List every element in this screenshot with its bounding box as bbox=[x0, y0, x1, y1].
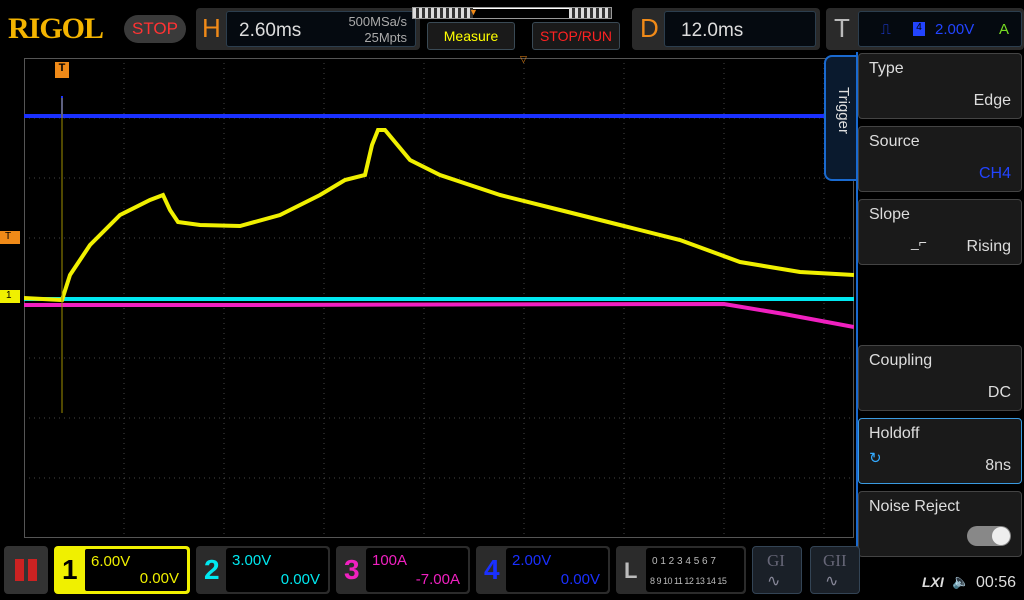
generator2-button[interactable]: GII ∿ bbox=[810, 546, 860, 594]
clock-time: 00:56 bbox=[976, 574, 1017, 591]
ch3-panel[interactable]: 3 100A -7.00A bbox=[336, 546, 470, 594]
delay-value: 12.0ms bbox=[681, 20, 744, 41]
menu-holdoff[interactable]: Holdoff ↻ 8ns bbox=[858, 418, 1022, 484]
sine-icon: ∿ bbox=[767, 573, 781, 590]
horizontal-panel[interactable]: H 2.60ms 500MSa/s 25Mpts bbox=[196, 8, 420, 50]
ch3-trace bbox=[24, 301, 854, 329]
ch1-trace bbox=[24, 128, 854, 303]
memory-position-bar[interactable]: ▼ bbox=[412, 7, 612, 19]
speaker-muted-icon[interactable]: 🔈 bbox=[952, 573, 970, 589]
h-label: H bbox=[202, 13, 221, 43]
menu-source[interactable]: Source CH4 bbox=[858, 126, 1022, 192]
measure-button[interactable]: Measure bbox=[427, 22, 515, 50]
trigger-mode: A bbox=[999, 21, 1010, 38]
grid-icon bbox=[15, 559, 37, 581]
trigger-position-marker: ▽ bbox=[520, 54, 527, 64]
rigol-logo: RIGOL bbox=[8, 12, 104, 45]
rising-slope-icon: _⌐ bbox=[911, 234, 927, 250]
run-state-badge[interactable]: STOP bbox=[124, 15, 186, 43]
menu-coupling[interactable]: Coupling DC bbox=[858, 345, 1022, 411]
adjust-knob-icon: ↻ bbox=[869, 450, 882, 467]
sine-icon: ∿ bbox=[825, 573, 839, 590]
generator1-button[interactable]: GI ∿ bbox=[752, 546, 802, 594]
ch1-ground-marker[interactable]: 1 bbox=[0, 290, 20, 303]
trigger-time-marker[interactable]: T bbox=[55, 62, 69, 78]
noise-reject-toggle[interactable] bbox=[967, 526, 1011, 546]
ch1-panel[interactable]: 1 6.00V 0.00V bbox=[54, 546, 190, 594]
menu-noise-reject[interactable]: Noise Reject bbox=[858, 491, 1022, 557]
sample-rate: 500MSa/s bbox=[348, 14, 407, 29]
app-menu-button[interactable] bbox=[4, 546, 48, 594]
trigger-level: 2.00V bbox=[935, 21, 975, 38]
menu-tab-trigger[interactable]: Trigger bbox=[824, 55, 858, 181]
d-label: D bbox=[640, 13, 659, 43]
stop-run-button[interactable]: STOP/RUN bbox=[532, 22, 620, 50]
waveform-display[interactable] bbox=[24, 58, 854, 538]
lxi-logo: LXI bbox=[922, 574, 944, 590]
ch2-panel[interactable]: 2 3.00V 0.00V bbox=[196, 546, 330, 594]
delay-panel[interactable]: D 12.0ms bbox=[632, 8, 820, 50]
menu-slope[interactable]: Slope _⌐ Rising bbox=[858, 199, 1022, 265]
t-label: T bbox=[834, 13, 850, 43]
timebase-value: 2.60ms bbox=[239, 20, 302, 41]
menu-type[interactable]: Type Edge bbox=[858, 53, 1022, 119]
trigger-level-marker[interactable]: T bbox=[0, 231, 20, 244]
ch4-source-icon: 4 bbox=[913, 22, 925, 36]
ch4-panel[interactable]: 4 2.00V 0.00V bbox=[476, 546, 610, 594]
trigger-panel[interactable]: T ⎍ 4 2.00V A bbox=[826, 8, 1024, 50]
trigger-menu bbox=[856, 52, 1024, 548]
memory-depth: 25Mpts bbox=[364, 30, 407, 45]
rising-edge-icon: ⎍ bbox=[881, 21, 891, 37]
